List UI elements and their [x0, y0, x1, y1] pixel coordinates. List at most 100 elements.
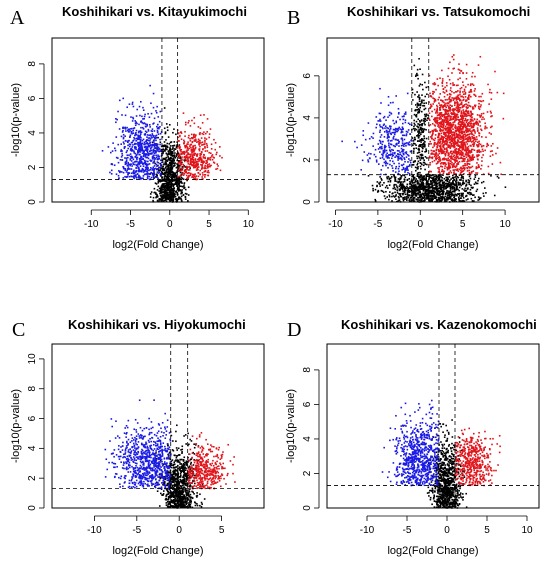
point-ns	[404, 196, 406, 199]
point-down	[149, 152, 152, 155]
point-up	[447, 128, 449, 131]
point-ns	[403, 179, 406, 181]
point-ns_column	[418, 94, 420, 97]
point-up	[471, 135, 473, 138]
point-down	[375, 116, 378, 118]
point-up	[446, 142, 448, 144]
point-ns	[413, 186, 415, 188]
point-ns_column	[417, 112, 419, 114]
point-up	[473, 90, 476, 92]
point-down	[160, 161, 163, 164]
point-ns	[469, 188, 472, 191]
point-up	[448, 166, 450, 169]
point-up	[465, 125, 468, 128]
point-up	[455, 152, 458, 155]
point-up	[453, 120, 456, 123]
point-down	[129, 134, 132, 137]
point-down	[140, 120, 143, 122]
point-ns_column	[413, 147, 415, 150]
point-ns_column	[415, 115, 418, 118]
point-up	[445, 128, 447, 130]
point-down	[128, 145, 131, 148]
point-up	[187, 122, 190, 124]
point-ns	[431, 182, 434, 184]
point-up	[440, 132, 443, 135]
point-down	[137, 135, 140, 138]
point-ns	[438, 179, 441, 181]
point-down	[149, 138, 152, 140]
point-up	[213, 138, 215, 141]
point-up	[206, 144, 208, 147]
point-up	[453, 133, 456, 136]
point-ns	[426, 189, 429, 191]
point-ns	[174, 148, 177, 150]
point-up	[196, 141, 198, 143]
point-ns	[169, 162, 172, 164]
point-up	[470, 111, 472, 114]
point-ns	[460, 200, 462, 202]
point-up	[191, 158, 194, 161]
point-ns	[159, 190, 162, 192]
point-ns	[411, 175, 414, 178]
point-down	[360, 169, 363, 171]
point-ns	[465, 185, 467, 187]
point-ns	[176, 153, 178, 155]
point-up	[464, 117, 467, 120]
point-ns_column	[419, 171, 421, 174]
point-down	[379, 124, 381, 126]
point-up	[192, 175, 194, 178]
point-up	[185, 165, 188, 168]
point-up	[191, 156, 194, 159]
point-up	[442, 104, 445, 107]
point-up	[459, 134, 462, 137]
point-up	[472, 170, 475, 172]
point-up	[474, 140, 477, 142]
point-down	[134, 138, 136, 140]
point-up	[452, 128, 454, 130]
point-up	[203, 153, 205, 156]
point-up	[482, 150, 484, 153]
point-up	[452, 116, 455, 118]
point-up	[454, 152, 456, 154]
point-up	[445, 82, 448, 84]
point-up	[430, 153, 432, 155]
point-up	[446, 115, 448, 118]
point-ns	[425, 184, 428, 186]
point-down	[153, 160, 156, 163]
point-ns	[442, 184, 445, 187]
point-ns	[435, 182, 437, 185]
point-down	[139, 157, 141, 160]
point-ns	[482, 192, 485, 195]
point-ns_column	[418, 128, 420, 131]
point-down	[389, 140, 392, 142]
point-ns_column	[419, 128, 422, 130]
point-ns	[189, 167, 191, 169]
point-down	[142, 162, 145, 165]
point-up	[189, 162, 192, 165]
point-ns	[422, 179, 425, 182]
point-up	[451, 90, 453, 93]
point-ns	[426, 175, 429, 178]
point-down	[138, 142, 141, 145]
point-ns	[437, 175, 440, 177]
point-down	[151, 134, 154, 136]
point-up	[433, 139, 436, 142]
panel-letter: B	[287, 7, 300, 29]
point-ns	[415, 194, 417, 196]
point-ns	[432, 195, 434, 198]
point-down	[133, 136, 135, 139]
point-ns	[400, 181, 402, 183]
point-up	[457, 96, 460, 99]
point-ns	[434, 177, 437, 180]
point-ns	[466, 188, 469, 190]
point-down	[153, 143, 156, 145]
point-down	[156, 168, 159, 170]
point-ns_column	[416, 155, 418, 158]
point-down	[151, 156, 154, 158]
point-down	[139, 100, 142, 103]
point-down	[400, 130, 403, 133]
point-ns	[157, 169, 160, 172]
point-up	[450, 112, 452, 114]
point-up	[435, 151, 437, 154]
point-down	[143, 153, 145, 156]
